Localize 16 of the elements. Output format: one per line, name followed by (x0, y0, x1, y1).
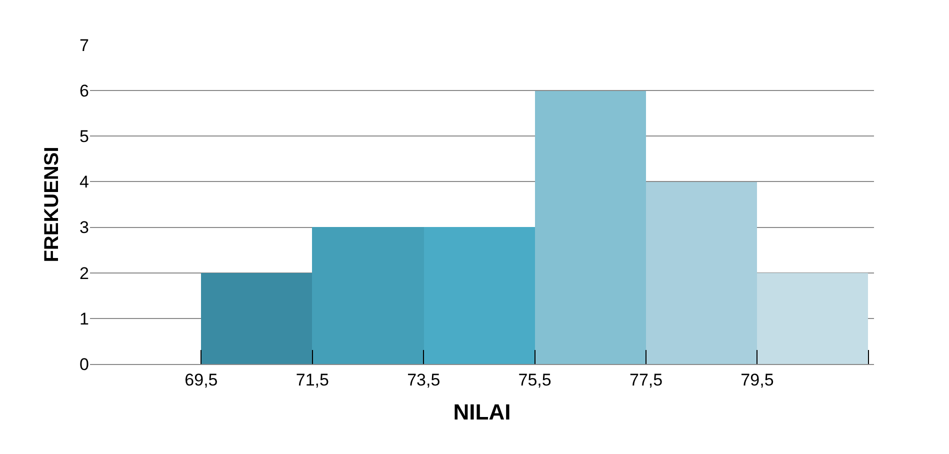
y-tick-label: 1 (80, 309, 89, 328)
y-tick-label: 6 (80, 82, 89, 101)
x-tick-label: 71,5 (296, 370, 329, 390)
x-tick-label: 75,5 (518, 370, 552, 390)
x-tick-label: 77,5 (629, 370, 663, 390)
x-axis-title: NILAI (453, 399, 511, 424)
x-tick-label: 69,5 (184, 370, 218, 390)
y-tick-label: 4 (80, 172, 89, 192)
x-tick-label: 79,5 (740, 370, 774, 390)
y-axis-title: FREKUENSI (41, 146, 64, 262)
x-tick-label: 73,5 (407, 370, 440, 390)
y-tick-label: 5 (80, 127, 89, 146)
y-tick-label: 7 (80, 36, 89, 55)
y-tick-label: 2 (80, 264, 89, 283)
y-tick-label: 0 (80, 354, 89, 374)
y-tick-label: 3 (80, 218, 89, 238)
